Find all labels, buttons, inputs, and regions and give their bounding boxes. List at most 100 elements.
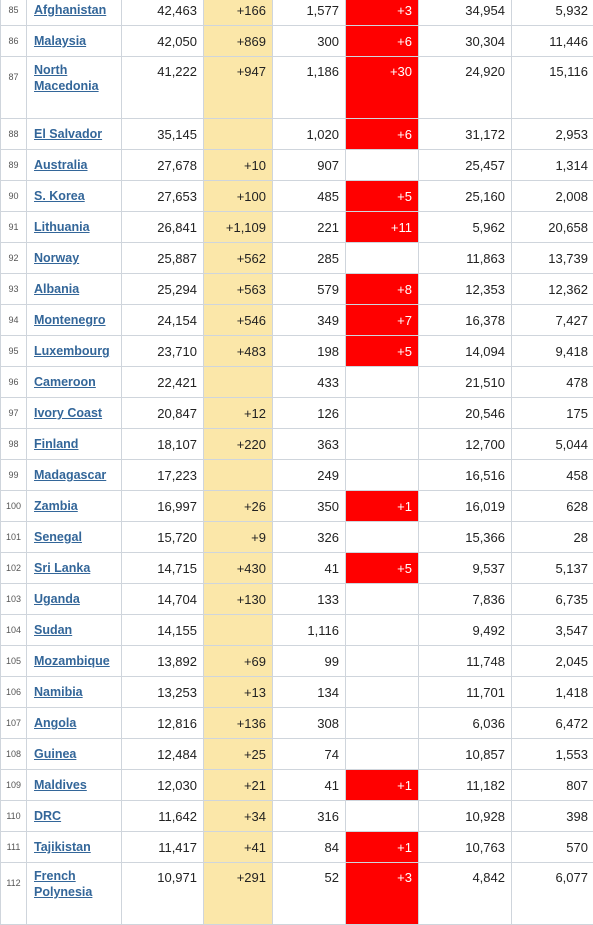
country-link[interactable]: Albania bbox=[34, 281, 79, 297]
active-cases-cell: 2,008 bbox=[512, 181, 593, 212]
country-link[interactable]: Luxembourg bbox=[34, 343, 110, 359]
rank-cell: 105 bbox=[1, 646, 27, 677]
country-link[interactable]: Zambia bbox=[34, 498, 78, 514]
total-deaths-cell: 41 bbox=[273, 770, 346, 801]
country-link[interactable]: Ivory Coast bbox=[34, 405, 102, 421]
country-link[interactable]: Finland bbox=[34, 436, 78, 452]
total-recovered-cell: 30,304 bbox=[419, 26, 512, 57]
total-cases-cell: 25,887 bbox=[122, 243, 204, 274]
country-cell: El Salvador bbox=[27, 119, 122, 150]
total-deaths-cell: 198 bbox=[273, 336, 346, 367]
country-link[interactable]: Sri Lanka bbox=[34, 560, 90, 576]
new-cases-cell: +10 bbox=[204, 150, 273, 181]
country-link[interactable]: North Macedonia bbox=[34, 62, 121, 94]
country-link[interactable]: Namibia bbox=[34, 684, 83, 700]
country-cell: North Macedonia bbox=[27, 57, 122, 119]
country-link[interactable]: Sudan bbox=[34, 622, 72, 638]
new-deaths-cell bbox=[346, 646, 419, 677]
country-link[interactable]: DRC bbox=[34, 808, 61, 824]
rank-cell: 86 bbox=[1, 26, 27, 57]
country-link[interactable]: Madagascar bbox=[34, 467, 106, 483]
new-cases-cell bbox=[204, 460, 273, 491]
country-link[interactable]: Senegal bbox=[34, 529, 82, 545]
new-cases-cell: +26 bbox=[204, 491, 273, 522]
rank-cell: 107 bbox=[1, 708, 27, 739]
new-deaths-cell: +8 bbox=[346, 274, 419, 305]
total-deaths-cell: 433 bbox=[273, 367, 346, 398]
rank-cell: 100 bbox=[1, 491, 27, 522]
active-cases-cell: 15,116 bbox=[512, 57, 593, 119]
country-cell: Tajikistan bbox=[27, 832, 122, 863]
active-cases-cell: 6,735 bbox=[512, 584, 593, 615]
country-link[interactable]: Malaysia bbox=[34, 33, 86, 49]
country-link[interactable]: Maldives bbox=[34, 777, 87, 793]
new-cases-cell: +130 bbox=[204, 584, 273, 615]
country-link[interactable]: El Salvador bbox=[34, 126, 102, 142]
new-deaths-cell bbox=[346, 367, 419, 398]
total-recovered-cell: 16,378 bbox=[419, 305, 512, 336]
total-deaths-cell: 579 bbox=[273, 274, 346, 305]
country-link[interactable]: Afghanistan bbox=[34, 2, 106, 18]
new-cases-cell: +136 bbox=[204, 708, 273, 739]
total-recovered-cell: 11,863 bbox=[419, 243, 512, 274]
new-deaths-cell bbox=[346, 677, 419, 708]
country-cell: Angola bbox=[27, 708, 122, 739]
active-cases-cell: 628 bbox=[512, 491, 593, 522]
new-cases-cell: +100 bbox=[204, 181, 273, 212]
country-link[interactable]: Cameroon bbox=[34, 374, 96, 390]
total-recovered-cell: 12,700 bbox=[419, 429, 512, 460]
new-deaths-cell: +11 bbox=[346, 212, 419, 243]
country-link[interactable]: Tajikistan bbox=[34, 839, 91, 855]
total-deaths-cell: 133 bbox=[273, 584, 346, 615]
total-recovered-cell: 14,094 bbox=[419, 336, 512, 367]
active-cases-cell: 2,045 bbox=[512, 646, 593, 677]
active-cases-cell: 2,953 bbox=[512, 119, 593, 150]
country-cell: Albania bbox=[27, 274, 122, 305]
total-deaths-cell: 1,020 bbox=[273, 119, 346, 150]
country-link[interactable]: Lithuania bbox=[34, 219, 90, 235]
total-recovered-cell: 6,036 bbox=[419, 708, 512, 739]
country-link[interactable]: Norway bbox=[34, 250, 79, 266]
country-link[interactable]: Montenegro bbox=[34, 312, 106, 328]
new-cases-cell bbox=[204, 367, 273, 398]
country-link[interactable]: S. Korea bbox=[34, 188, 85, 204]
active-cases-cell: 807 bbox=[512, 770, 593, 801]
new-cases-cell: +21 bbox=[204, 770, 273, 801]
total-deaths-cell: 126 bbox=[273, 398, 346, 429]
country-cell: Lithuania bbox=[27, 212, 122, 243]
country-cell: Montenegro bbox=[27, 305, 122, 336]
country-link[interactable]: Angola bbox=[34, 715, 76, 731]
total-recovered-cell: 10,928 bbox=[419, 801, 512, 832]
total-cases-cell: 10,971 bbox=[122, 863, 204, 925]
country-cell: Maldives bbox=[27, 770, 122, 801]
active-cases-cell: 570 bbox=[512, 832, 593, 863]
country-link[interactable]: Mozambique bbox=[34, 653, 110, 669]
total-deaths-cell: 221 bbox=[273, 212, 346, 243]
active-cases-cell: 1,418 bbox=[512, 677, 593, 708]
rank-cell: 93 bbox=[1, 274, 27, 305]
total-recovered-cell: 11,701 bbox=[419, 677, 512, 708]
rank-cell: 87 bbox=[1, 57, 27, 119]
active-cases-cell: 1,553 bbox=[512, 739, 593, 770]
country-link[interactable]: Guinea bbox=[34, 746, 76, 762]
country-link[interactable]: Australia bbox=[34, 157, 88, 173]
total-recovered-cell: 9,492 bbox=[419, 615, 512, 646]
total-cases-cell: 11,642 bbox=[122, 801, 204, 832]
country-link[interactable]: French Polynesia bbox=[34, 868, 121, 900]
country-cell: Mozambique bbox=[27, 646, 122, 677]
active-cases-cell: 1,314 bbox=[512, 150, 593, 181]
country-link[interactable]: Uganda bbox=[34, 591, 80, 607]
new-deaths-cell: +30 bbox=[346, 57, 419, 119]
rank-cell: 102 bbox=[1, 553, 27, 584]
total-cases-cell: 23,710 bbox=[122, 336, 204, 367]
